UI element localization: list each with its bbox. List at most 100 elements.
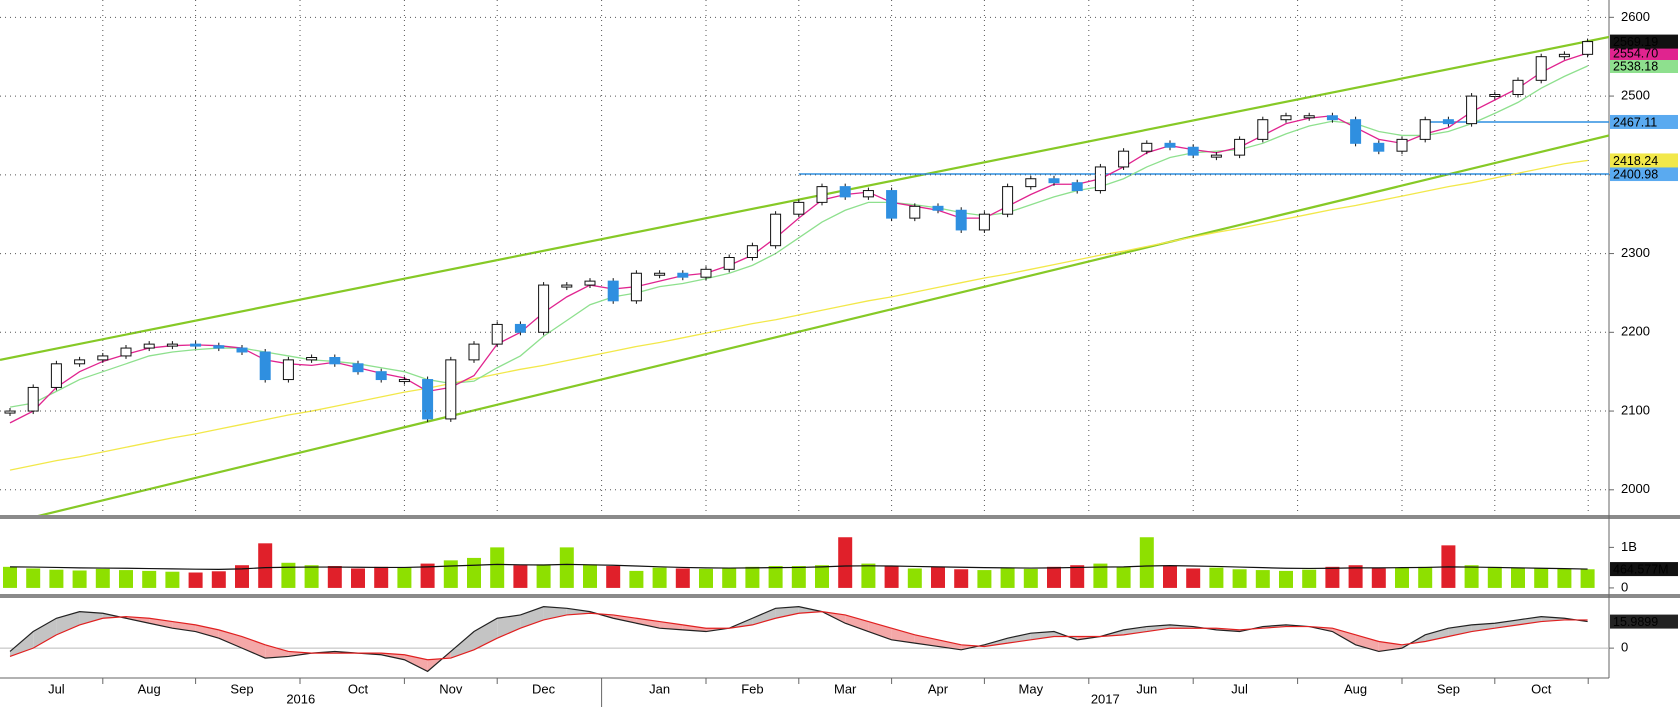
volume-bar bbox=[490, 547, 505, 588]
macd-fill bbox=[242, 636, 266, 659]
candle bbox=[630, 272, 642, 302]
trend-line bbox=[0, 35, 1609, 361]
macd-fill bbox=[1518, 616, 1542, 625]
volume-bar bbox=[351, 568, 365, 588]
year-label: 2017 bbox=[1091, 691, 1120, 706]
volume-bar bbox=[258, 543, 273, 588]
x-tick-label: Oct bbox=[348, 681, 369, 696]
x-tick-label: Oct bbox=[1531, 681, 1552, 696]
volume-bar bbox=[1580, 569, 1595, 588]
price-tag bbox=[1610, 167, 1678, 182]
volume-bar bbox=[722, 568, 737, 588]
candle bbox=[1303, 115, 1315, 119]
macd-fill bbox=[33, 618, 57, 649]
macd-fill bbox=[752, 608, 776, 625]
x-tick-label: Sep bbox=[230, 681, 253, 696]
volume-bar bbox=[1093, 563, 1108, 588]
volume-bar bbox=[1000, 568, 1015, 588]
volume-bar bbox=[1418, 566, 1433, 588]
candle bbox=[1419, 119, 1431, 140]
volume-bar bbox=[1209, 567, 1224, 588]
macd-fill bbox=[775, 606, 799, 619]
candle bbox=[1071, 182, 1083, 192]
candle bbox=[259, 351, 271, 381]
volume-bar bbox=[977, 570, 992, 588]
macd-fill bbox=[845, 614, 869, 632]
candle bbox=[1002, 186, 1014, 215]
macd-line bbox=[9, 611, 1588, 661]
macd-fill bbox=[1030, 631, 1054, 640]
volume-bar bbox=[1023, 568, 1038, 588]
candle bbox=[561, 284, 573, 288]
volume-bar bbox=[281, 562, 296, 588]
candle bbox=[1489, 93, 1501, 97]
candle bbox=[1558, 53, 1570, 58]
y-tick-label: 2100 bbox=[1621, 402, 1650, 417]
volume-bar bbox=[1534, 568, 1549, 588]
candle bbox=[1535, 56, 1547, 81]
candle bbox=[1141, 142, 1153, 152]
candle bbox=[677, 272, 689, 278]
volume-bar bbox=[188, 572, 203, 588]
ma-line bbox=[9, 52, 1588, 424]
volume-bar bbox=[559, 547, 574, 588]
volume-bar bbox=[420, 563, 435, 588]
volume-bar bbox=[1232, 569, 1247, 588]
x-tick-label: Jan bbox=[649, 681, 670, 696]
price-tag-label: 464.577M bbox=[1613, 562, 1669, 576]
macd-fill bbox=[265, 644, 289, 659]
volume-bar bbox=[211, 571, 226, 588]
volume-bar bbox=[745, 566, 760, 588]
candle bbox=[422, 379, 434, 420]
macd-fill bbox=[1494, 619, 1518, 629]
macd-fill bbox=[659, 621, 683, 630]
year-label: 2016 bbox=[286, 691, 315, 706]
volume-bar bbox=[72, 570, 87, 588]
macd-fill bbox=[79, 611, 103, 625]
volume-bar bbox=[3, 566, 17, 588]
candle bbox=[1234, 138, 1246, 156]
volume-bar bbox=[1163, 566, 1177, 588]
candle bbox=[514, 323, 526, 333]
volume-bar bbox=[861, 563, 876, 588]
candle bbox=[1210, 154, 1222, 158]
macd-fill bbox=[520, 606, 544, 629]
x-tick-label: Apr bbox=[928, 681, 949, 696]
price-tag bbox=[1610, 45, 1678, 60]
candle bbox=[909, 205, 921, 219]
x-tick-label: Mar bbox=[834, 681, 857, 696]
x-tick-label: Nov bbox=[439, 681, 463, 696]
macd-line bbox=[9, 606, 1588, 673]
price-tag bbox=[1610, 59, 1678, 74]
volume-bar bbox=[1116, 566, 1131, 588]
x-tick-label: Feb bbox=[741, 681, 763, 696]
candle bbox=[1187, 146, 1199, 156]
macd-fill bbox=[868, 621, 892, 640]
macd-fill bbox=[195, 624, 219, 639]
volume-bar bbox=[1487, 566, 1502, 588]
candle bbox=[932, 205, 944, 211]
candle bbox=[329, 357, 341, 365]
candle bbox=[1466, 95, 1478, 125]
macd-fill bbox=[613, 614, 637, 624]
price-tag-label: 2538.18 bbox=[1613, 59, 1658, 73]
candle bbox=[816, 186, 828, 203]
price-tag bbox=[1610, 153, 1678, 168]
price-tag bbox=[1610, 562, 1678, 577]
candle bbox=[1048, 178, 1060, 184]
macd-fill bbox=[1471, 623, 1495, 632]
volume-bar bbox=[1255, 570, 1270, 588]
volume-bar bbox=[49, 569, 64, 588]
candle bbox=[1396, 138, 1408, 152]
macd-fill bbox=[1355, 634, 1379, 652]
candle bbox=[1582, 41, 1594, 55]
candle bbox=[538, 284, 550, 333]
volume-bar bbox=[1371, 568, 1386, 588]
x-tick-label: Jul bbox=[1231, 681, 1248, 696]
price-tag-label: 2418.24 bbox=[1613, 154, 1658, 168]
volume-bar bbox=[467, 557, 481, 588]
macd-fill bbox=[1425, 628, 1449, 642]
panel-separator bbox=[0, 515, 1680, 519]
y-tick-label: 2600 bbox=[1621, 9, 1650, 24]
